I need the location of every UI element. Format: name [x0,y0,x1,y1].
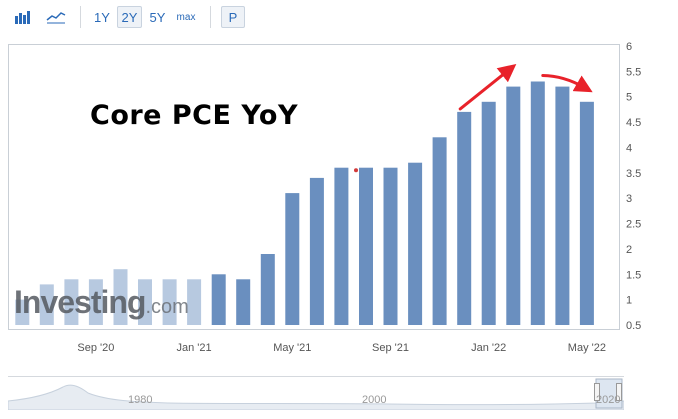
navigator-handle-right[interactable] [616,383,622,401]
x-tick-label: Jan '21 [177,342,212,354]
navigator-label: 2000 [362,394,387,406]
range-1y-button[interactable]: 1Y [94,9,110,25]
bar-chart-icon-glyph [15,11,30,24]
range-navigator[interactable] [8,376,624,410]
trend-arrow-down [541,74,593,93]
bar-nov-20[interactable] [138,279,152,325]
bar-apr-22[interactable] [555,86,570,325]
bar-dec-21[interactable] [457,111,472,326]
x-tick-label: Sep '20 [77,342,114,354]
bar-aug-21[interactable] [359,167,373,325]
bar-nov-21[interactable] [432,137,447,325]
x-tick-label: May '21 [273,342,311,354]
watermark-suffix: .com [145,296,189,318]
y-tick-label: 1.5 [626,269,641,281]
bar-may-22[interactable] [579,101,594,325]
bar-dec-20[interactable] [162,279,177,325]
navigator-mini-series [8,378,624,410]
bar-jul-20[interactable] [39,284,54,325]
bar-aug-20[interactable] [64,279,79,325]
bar-jan-22[interactable] [481,101,496,325]
y-tick-label: 6 [626,41,632,53]
bar-apr-21[interactable] [260,254,275,325]
bar-jul-21[interactable] [334,167,349,325]
y-tick-label: 3 [626,193,632,205]
chart-plot-frame [8,44,620,330]
bar-mar-21[interactable] [236,279,251,325]
bar-feb-22[interactable] [506,86,521,325]
y-tick-label: 2.5 [626,219,641,231]
chart-title: Core PCE YoY [90,100,299,131]
area-chart-icon[interactable] [42,6,70,28]
x-tick-label: May '22 [568,342,606,354]
bar-jun-21[interactable] [309,177,324,325]
y-tick-label: 0.5 [626,320,641,332]
bar-sep-20[interactable] [88,279,103,325]
range-2y-button[interactable]: 2Y [117,6,142,28]
y-tick-label: 4 [626,143,632,155]
navigator-label: 2020 [596,394,621,406]
x-tick-label: Sep '21 [372,342,409,354]
y-tick-label: 3.5 [626,168,641,180]
x-tick-label: Jan '22 [471,342,506,354]
trend-arrow-up [458,63,517,111]
bar-chart-icon[interactable] [10,6,36,28]
watermark-main: Investing [14,284,146,320]
bar-feb-21[interactable] [211,274,226,325]
toolbar-divider [80,6,81,28]
navigator-handle-left[interactable] [594,383,600,401]
toolbar-divider [210,6,211,28]
range-max-button[interactable]: max [176,11,196,23]
bar-sep-21[interactable] [383,167,398,325]
investing-watermark: Investing.com [14,284,189,321]
bar-jan-21[interactable] [187,279,202,325]
area-chart-icon-glyph [46,12,66,24]
bar-mar-22[interactable] [530,81,545,326]
data-marker [354,168,358,173]
y-tick-label: 2 [626,244,632,256]
bar-may-21[interactable] [285,193,300,325]
y-tick-label: 4.5 [626,117,641,129]
bar-oct-20[interactable] [113,269,128,325]
p-button[interactable]: P [221,6,245,28]
bar-oct-21[interactable] [408,162,423,325]
range-5y-button[interactable]: 5Y [149,9,166,25]
y-tick-label: 5.5 [626,66,641,78]
chart-toolbar: 1Y 2Y 5Y max P [0,0,678,34]
y-tick-label: 1 [626,295,632,307]
bar-jun-20[interactable] [15,299,30,325]
navigator-label: 1980 [128,394,153,406]
y-tick-label: 5 [626,92,632,104]
